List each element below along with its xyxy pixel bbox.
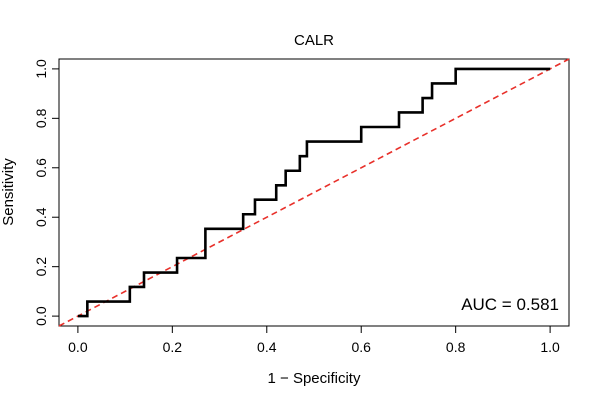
x-tick-label: 0.4	[257, 339, 277, 355]
roc-curve-line	[77, 67, 551, 318]
x-tick-label: 1.0	[540, 339, 560, 355]
x-axis-label: 1 − Specificity	[268, 370, 361, 387]
y-tick-label: 1.0	[33, 59, 49, 79]
x-tick-label: 0.0	[68, 339, 88, 355]
y-axis: 0.0 0.2 0.4 0.6 0.8 1.0	[33, 59, 60, 326]
x-tick-label: 0.2	[163, 339, 183, 355]
auc-annotation: AUC = 0.581	[461, 295, 559, 314]
x-tick-label: 0.8	[446, 339, 466, 355]
y-tick-label: 0.8	[33, 108, 49, 128]
y-tick-label: 0.0	[33, 306, 49, 326]
x-tick-label: 0.6	[351, 339, 371, 355]
y-tick-label: 0.6	[33, 158, 49, 178]
series-layer	[58, 58, 570, 327]
x-axis: 0.0 0.2 0.4 0.6 0.8 1.0	[68, 325, 560, 355]
y-axis-label: Sensitivity	[0, 158, 17, 226]
y-tick-label: 0.4	[33, 207, 49, 227]
y-tick-label: 0.2	[33, 257, 49, 277]
chart-title: CALR	[294, 32, 334, 49]
